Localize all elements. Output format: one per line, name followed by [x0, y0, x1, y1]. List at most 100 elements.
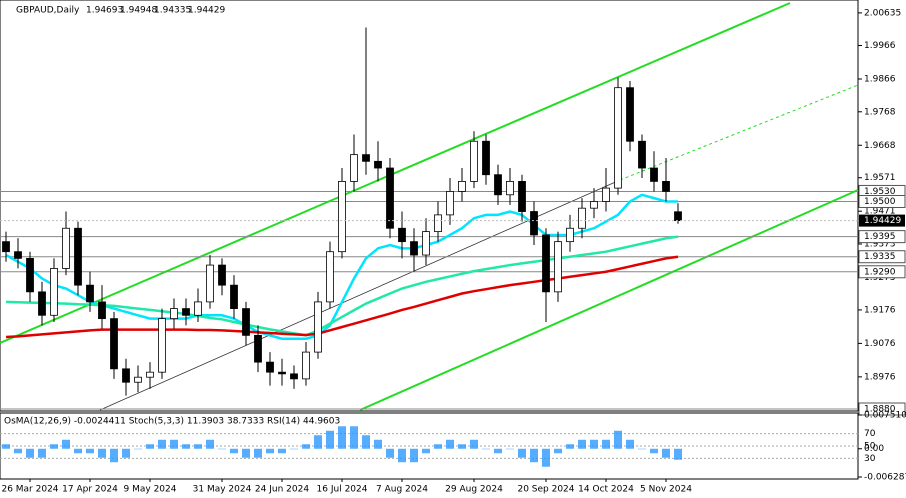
- candle-body: [122, 368, 130, 383]
- level-label: 1.9290: [864, 267, 896, 277]
- channel-upper: [0, 2, 791, 344]
- osma-bar: [182, 444, 190, 449]
- moving-average: [5, 255, 679, 339]
- x-tick-label: 7 Aug 2024: [376, 485, 428, 495]
- stoch-tick-label: 70: [864, 429, 876, 439]
- osma-bar: [98, 448, 106, 458]
- x-tick-label: 26 Mar 2024: [1, 485, 58, 495]
- candle-body: [218, 264, 226, 286]
- candle-body: [638, 140, 646, 169]
- y-tick-label: 1.9966: [864, 41, 896, 51]
- candle-body: [530, 211, 538, 236]
- level-label: 1.9500: [864, 197, 896, 207]
- y-tick-label: 1.9768: [864, 107, 896, 117]
- x-tick-label: 9 May 2024: [124, 485, 177, 495]
- candle-body: [566, 227, 574, 243]
- candle-body: [146, 371, 154, 378]
- osma-bar: [602, 439, 610, 449]
- header: GBPAUD,Daily 1.94693 1.94948 1.94335 1.9…: [16, 6, 225, 16]
- osma-bar: [566, 444, 574, 449]
- osma-bar: [2, 444, 10, 449]
- candle-body: [158, 318, 166, 373]
- osma-bar: [194, 444, 202, 449]
- osma-bar: [494, 448, 502, 454]
- osma-bar: [446, 439, 454, 449]
- price-pane: [0, 0, 859, 412]
- x-tick-label: 17 Apr 2024: [62, 485, 118, 495]
- y-tick-label: 1.8976: [864, 372, 896, 382]
- osma-bar: [230, 448, 238, 454]
- candle-body: [362, 154, 370, 162]
- quote-open: 1.94693: [86, 6, 123, 16]
- level-label: 1.9530: [864, 187, 896, 197]
- candle-body: [86, 284, 94, 303]
- indicator-title: OsMA(12,26,9) -0.0024411 Stoch(5,3,3) 11…: [4, 417, 340, 427]
- osma-bar: [218, 448, 226, 450]
- candle-body: [134, 376, 142, 383]
- osma-bar: [50, 444, 58, 449]
- osma-bar: [170, 439, 178, 449]
- osma-bar: [302, 444, 310, 449]
- level-tag: [858, 230, 906, 244]
- candle-body: [458, 181, 466, 192]
- candle-body: [110, 318, 118, 370]
- x-tick-label: 24 Jun 2024: [255, 485, 309, 495]
- osma-bar: [86, 448, 94, 454]
- osma-bar: [530, 448, 538, 463]
- candle-body: [62, 227, 70, 269]
- candle-body: [74, 227, 82, 286]
- osma-bar: [158, 439, 166, 449]
- osma-bar: [422, 448, 430, 454]
- candle-body: [182, 308, 190, 316]
- y-tick-label: 1.9866: [864, 74, 896, 84]
- osma-bar: [14, 448, 22, 454]
- candle-body: [542, 234, 550, 293]
- y-tick-label: 1.9373: [864, 239, 896, 249]
- level-label: 1.9335: [864, 252, 896, 262]
- quote-high: 1.94948: [120, 6, 157, 16]
- candle-body: [326, 251, 334, 303]
- osma-bar: [110, 448, 118, 463]
- candle-body: [410, 241, 418, 256]
- candle-body: [674, 211, 682, 221]
- candle-body: [38, 291, 46, 316]
- osma-bar: [206, 439, 214, 449]
- candle-body: [422, 231, 430, 256]
- candle-body: [98, 301, 106, 320]
- candle-body: [614, 87, 622, 189]
- candle-body: [194, 301, 202, 316]
- candle-body: [554, 241, 562, 293]
- osma-bar: [38, 448, 46, 458]
- candle-body: [278, 371, 286, 375]
- osma-bar: [590, 439, 598, 449]
- osma-bar: [74, 448, 82, 454]
- osma-bar: [338, 426, 346, 449]
- candle-body: [14, 251, 22, 259]
- symbol: GBPAUD,Daily: [16, 6, 80, 16]
- y-tick-label: 1.9571: [864, 173, 896, 183]
- level-tag: [858, 194, 906, 208]
- osma-bar: [554, 448, 562, 454]
- candle-body: [518, 181, 526, 212]
- osma-bar: [242, 448, 250, 458]
- candle-body: [242, 308, 250, 336]
- osma-bar: [458, 444, 466, 449]
- moving-average: [5, 193, 678, 340]
- osma-bar: [410, 448, 418, 463]
- osma-bar: [506, 448, 514, 450]
- y-tick-label: 1.9176: [864, 305, 896, 315]
- quote-close: 1.94429: [188, 6, 225, 16]
- level-label: 1.9395: [864, 232, 896, 242]
- candle-body: [482, 140, 490, 176]
- candle-body: [434, 214, 442, 233]
- candle-body: [470, 140, 478, 182]
- candle-body: [50, 268, 58, 316]
- x-tick-label: 16 Jul 2024: [317, 485, 368, 495]
- y-tick-label: 1.9076: [864, 339, 896, 349]
- osma-bar: [434, 444, 442, 449]
- candle-body: [506, 181, 514, 196]
- x-tick-label: 31 May 2024: [193, 485, 252, 495]
- level-tag: [858, 250, 906, 264]
- stoch-tick-label: 30: [864, 454, 876, 464]
- candle-body: [494, 174, 502, 196]
